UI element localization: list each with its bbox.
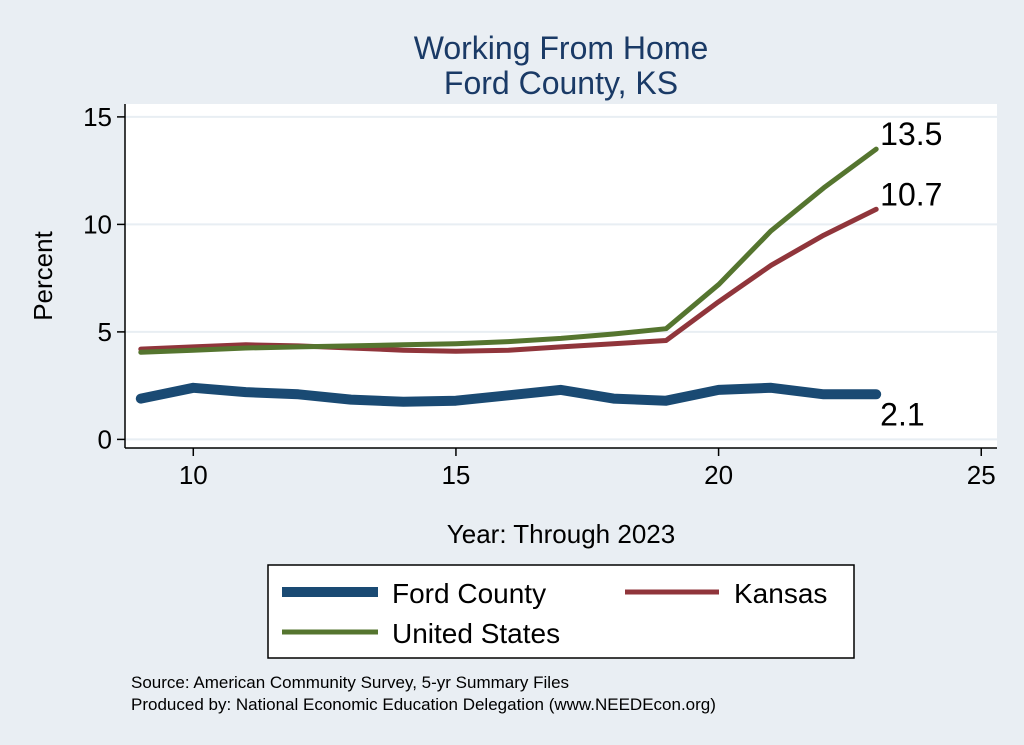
x-ticks: 10 15 20 25 — [179, 448, 996, 490]
chart-subtitle: Ford County, KS — [444, 65, 678, 101]
series-line-united-states — [138, 146, 879, 355]
y-tick-label-0: 0 — [98, 424, 112, 454]
legend-label-united-states: United States — [392, 618, 560, 649]
axes — [124, 104, 997, 449]
x-tick-label-25: 25 — [967, 460, 996, 490]
end-labels: 2.1 10.7 13.5 — [880, 116, 942, 432]
series-lines — [135, 146, 882, 407]
gridlines — [125, 115, 997, 441]
legend-box — [267, 564, 855, 659]
end-label-united-states: 13.5 — [880, 116, 942, 152]
end-label-kansas: 10.7 — [880, 176, 942, 212]
y-ticks: 0 5 10 15 — [83, 102, 125, 454]
legend-label-kansas: Kansas — [734, 578, 827, 609]
y-tick-label-10: 10 — [83, 209, 112, 239]
x-tick-label-15: 15 — [441, 460, 470, 490]
legend-label-ford-county: Ford County — [392, 578, 546, 609]
source-note: Source: American Community Survey, 5-yr … — [131, 673, 569, 692]
x-axis-label: Year: Through 2023 — [447, 519, 675, 549]
y-tick-label-15: 15 — [83, 102, 112, 132]
legend: Ford County Kansas United States — [267, 564, 855, 659]
y-tick-label-5: 5 — [98, 317, 112, 347]
chart-title: Working From Home — [414, 30, 709, 66]
series-line-ford-county — [135, 382, 882, 407]
y-axis-label: Percent — [28, 230, 58, 320]
x-tick-label-20: 20 — [704, 460, 733, 490]
x-tick-label-10: 10 — [179, 460, 208, 490]
end-label-ford-county: 2.1 — [880, 396, 924, 432]
producer-note: Produced by: National Economic Education… — [131, 695, 716, 714]
